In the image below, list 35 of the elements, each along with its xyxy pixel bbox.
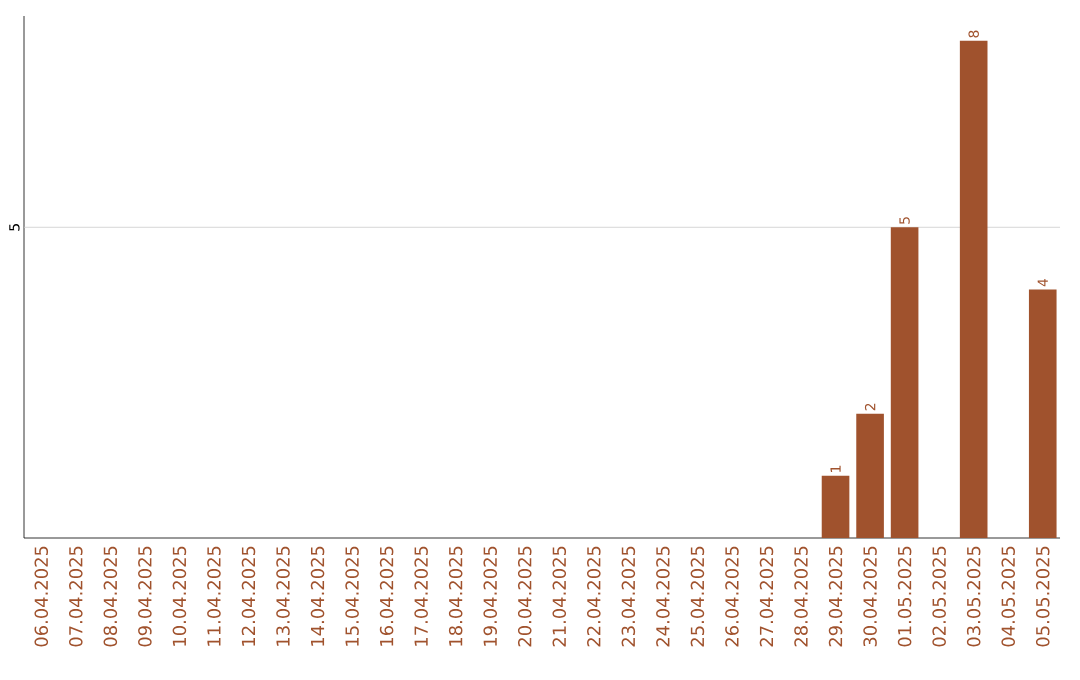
- x-tick-label: 05.05.2025: [1035, 546, 1050, 647]
- x-tick-label: 14.04.2025: [310, 546, 325, 646]
- x-tick-label: 24.04.2025: [656, 546, 670, 647]
- x-tick-label: 29.04.2025: [828, 546, 843, 647]
- x-tick-label: 11.04.2025: [207, 546, 221, 646]
- x-tick-label: 08.04.2025: [103, 546, 118, 647]
- x-tick-label: 02.05.2025: [932, 546, 946, 647]
- x-tick-label: 20.04.2025: [517, 546, 532, 647]
- bar: [856, 413, 884, 538]
- x-tick-label: 30.04.2025: [863, 546, 877, 647]
- x-tick-label: 07.04.2025: [69, 546, 83, 647]
- x-tick-label: 16.04.2025: [379, 546, 394, 646]
- x-tick-label: 25.04.2025: [690, 546, 705, 647]
- bar: [890, 227, 919, 538]
- x-tick-label: 17.04.2025: [414, 546, 428, 646]
- x-tick-label: 21.04.2025: [552, 546, 567, 647]
- x-tick-label: 10.04.2025: [172, 546, 187, 646]
- x-tick-label: 15.04.2025: [345, 546, 359, 646]
- x-tick-label: 13.04.2025: [276, 546, 290, 646]
- x-tick-label: 26.04.2025: [725, 546, 739, 647]
- x-tick-label: 09.04.2025: [138, 546, 152, 647]
- x-tick-label: 01.05.2025: [897, 546, 912, 647]
- x-tick-label: 06.04.2025: [34, 546, 49, 647]
- x-tick-label: 23.04.2025: [621, 546, 636, 647]
- x-tick-label: 19.04.2025: [483, 546, 497, 646]
- x-tick-label: 12.04.2025: [241, 546, 256, 646]
- x-tick-label: 04.05.2025: [1001, 546, 1015, 647]
- x-tick-label: 28.04.2025: [794, 546, 808, 647]
- bar: [959, 40, 988, 538]
- x-tick-label: 18.04.2025: [448, 546, 463, 646]
- bar: [1028, 289, 1057, 538]
- x-tick-label: 27.04.2025: [759, 546, 774, 647]
- bar: [821, 475, 850, 538]
- x-tick-label: 22.04.2025: [587, 546, 601, 647]
- x-tick-label: 03.05.2025: [966, 546, 981, 647]
